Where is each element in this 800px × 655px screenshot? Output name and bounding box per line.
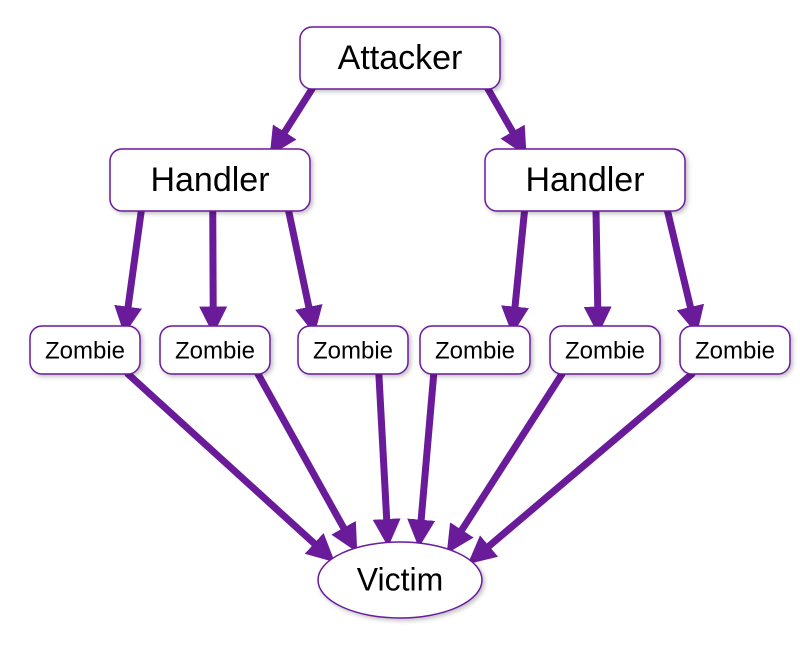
node-attacker-label: Attacker <box>338 39 463 77</box>
edge-handler1-to-zombie2 <box>213 211 214 322</box>
node-zombie6-label: Zombie <box>695 337 775 364</box>
node-handler1-label: Handler <box>150 161 269 199</box>
edge-zombie5-to-victim <box>454 374 562 543</box>
node-zombie3: Zombie <box>298 326 408 374</box>
edge-zombie1-to-victim <box>128 374 326 554</box>
ddos-diagram: Attacker Handler Handler Zombie Zombie Zombie… <box>0 0 800 655</box>
edge-attacker-to-handler2 <box>488 89 520 145</box>
node-zombie4: Zombie <box>420 326 530 374</box>
edge-handler2-to-zombie4 <box>514 211 525 322</box>
node-handler1: Handler <box>110 149 310 211</box>
node-handler2: Handler <box>485 149 685 211</box>
node-zombie2: Zombie <box>160 326 270 374</box>
edge-zombie3-to-victim <box>379 374 388 534</box>
edge-zombie4-to-victim <box>420 374 434 535</box>
node-zombie4-label: Zombie <box>435 337 515 364</box>
edge-zombie2-to-victim <box>258 374 351 541</box>
node-victim: Victim <box>318 542 482 618</box>
edge-handler1-to-zombie3 <box>289 211 312 322</box>
edge-zombie6-to-victim <box>477 374 692 556</box>
node-victim-label: Victim <box>357 561 444 597</box>
node-zombie1-label: Zombie <box>45 337 125 364</box>
node-zombie3-label: Zombie <box>313 337 393 364</box>
edge-attacker-to-handler1 <box>277 89 313 145</box>
node-zombie5: Zombie <box>550 326 660 374</box>
node-attacker: Attacker <box>300 27 500 89</box>
node-handler2-label: Handler <box>525 161 644 199</box>
node-zombie5-label: Zombie <box>565 337 645 364</box>
node-zombie2-label: Zombie <box>175 337 255 364</box>
edge-handler1-to-zombie1 <box>126 211 141 322</box>
node-zombie1: Zombie <box>30 326 140 374</box>
edge-handler2-to-zombie5 <box>596 211 598 322</box>
node-zombie6: Zombie <box>680 326 790 374</box>
edge-handler2-to-zombie6 <box>668 211 695 322</box>
